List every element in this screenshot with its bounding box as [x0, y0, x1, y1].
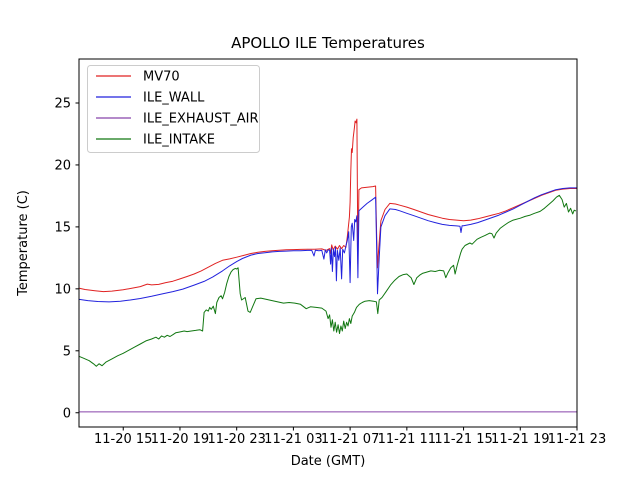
x-tick-label: 11-20 15	[94, 432, 152, 447]
legend-label-ile-intake: ILE_INTAKE	[143, 133, 215, 148]
chart-title: APOLLO ILE Temperatures	[231, 34, 425, 52]
y-tick-label: 25	[54, 96, 71, 111]
y-tick-label: 0	[63, 406, 71, 421]
legend-label-ile-exhaust-air: ILE_EXHAUST_AIR	[143, 112, 259, 127]
series-line-MV70	[78, 118, 578, 293]
x-tick-label: 11-21 19	[491, 432, 549, 447]
x-tick-label: 11-21 23	[548, 432, 606, 447]
x-tick-label: 11-20 19	[151, 432, 209, 447]
y-tick-label: 15	[54, 220, 71, 235]
y-tick-label: 5	[63, 344, 71, 359]
y-tick-label: 10	[54, 282, 71, 297]
legend-entry-ile-wall: ILE_WALL	[96, 91, 205, 106]
legend: MV70 ILE_WALL ILE_EXHAUST_AIR ILE_INTAKE	[87, 65, 260, 153]
x-tick-label: 11-21 15	[434, 432, 492, 447]
series-lines	[78, 118, 578, 413]
x-tick-label: 11-21 11	[378, 432, 436, 447]
x-tick-label: 11-21 03	[264, 432, 322, 447]
legend-label-ile-wall: ILE_WALL	[143, 91, 205, 106]
series-line-ILE_WALL	[78, 187, 578, 303]
y-tick-label: 20	[54, 158, 71, 173]
legend-box	[87, 65, 260, 153]
legend-entry-ile-exhaust-air: ILE_EXHAUST_AIR	[96, 112, 259, 127]
legend-entry-ile-intake: ILE_INTAKE	[96, 133, 215, 148]
x-axis-label: Date (GMT)	[291, 454, 366, 469]
legend-label-mv70: MV70	[143, 70, 180, 85]
x-tick-label: 11-20 23	[207, 432, 265, 447]
series-line-ILE_INTAKE	[78, 194, 577, 367]
plot-border	[78, 58, 578, 428]
y-axis-label: Temperature (C)	[16, 190, 31, 297]
x-tick-label: 11-21 07	[321, 432, 379, 447]
legend-entry-mv70: MV70	[96, 70, 180, 85]
